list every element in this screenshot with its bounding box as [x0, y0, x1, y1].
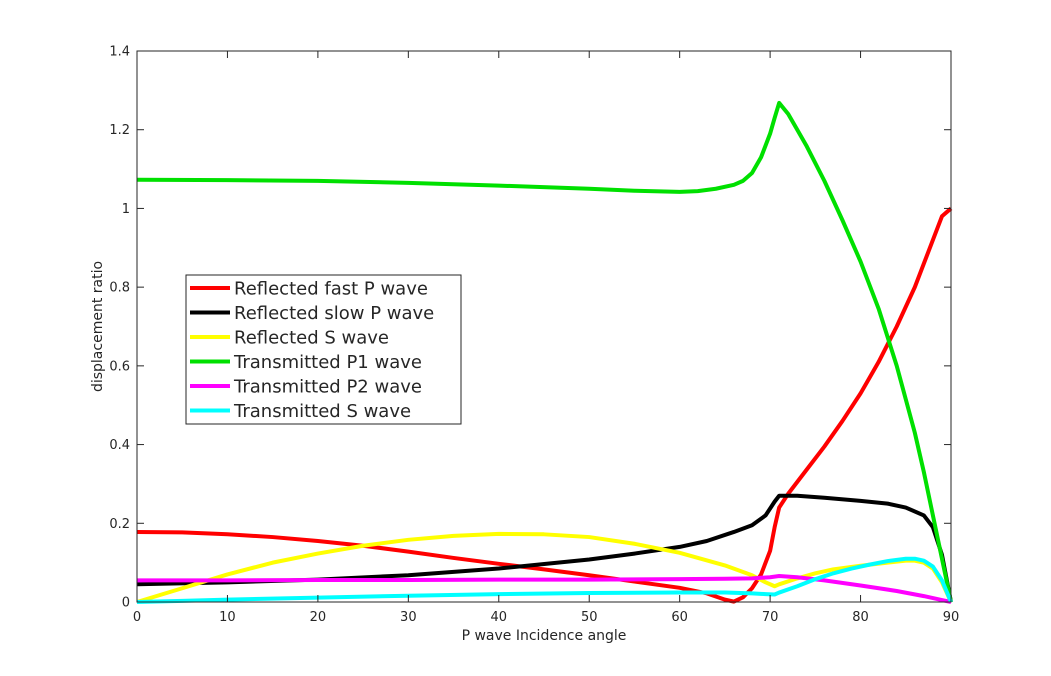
- x-axis-ticks: 0 10 20 30 40 50 60 70 80 90: [133, 51, 959, 625]
- y-tick-label: 0.2: [109, 517, 130, 532]
- y-tick-label: 0: [122, 596, 130, 611]
- legend-label: Reflected S wave: [234, 328, 389, 349]
- x-axis-label: P wave Incidence angle: [462, 628, 627, 644]
- y-tick-label: 0.8: [109, 281, 130, 296]
- x-tick-label: 50: [581, 610, 598, 625]
- x-tick-label: 70: [762, 610, 779, 625]
- legend-label: Transmitted P2 wave: [233, 377, 422, 398]
- x-tick-label: 80: [852, 610, 869, 625]
- legend-label: Transmitted S wave: [233, 401, 411, 422]
- x-tick-label: 10: [219, 610, 236, 625]
- y-tick-label: 1.2: [109, 123, 130, 138]
- legend-label: Transmitted P1 wave: [233, 352, 422, 373]
- y-axis-label: displacement ratio: [90, 261, 106, 392]
- legend-label: Reflected slow P wave: [234, 303, 434, 324]
- y-tick-label: 1: [122, 202, 130, 217]
- legend: Reflected fast P wave Reflected slow P wa…: [185, 274, 462, 425]
- legend-box: [185, 274, 462, 425]
- y-tick-label: 0.4: [109, 438, 130, 453]
- plot-frame: [136, 50, 952, 603]
- x-tick-label: 20: [310, 610, 327, 625]
- series-line-1: [136, 206, 953, 604]
- x-tick-label: 30: [400, 610, 417, 625]
- x-tick-label: 60: [671, 610, 688, 625]
- x-tick-label: 0: [133, 610, 141, 625]
- x-tick-label: 40: [491, 610, 508, 625]
- legend-label: Reflected fast P wave: [234, 279, 428, 300]
- series-line-5: [137, 574, 952, 604]
- y-tick-label: 1.4: [109, 45, 130, 60]
- y-axis-ticks: 0 0.2 0.4 0.6 0.8 1 1.2 1.4: [109, 45, 951, 611]
- y-tick-label: 0.6: [109, 359, 130, 374]
- series-line-4: [136, 100, 953, 603]
- x-tick-label: 90: [943, 610, 960, 625]
- series-line-2: [136, 493, 953, 603]
